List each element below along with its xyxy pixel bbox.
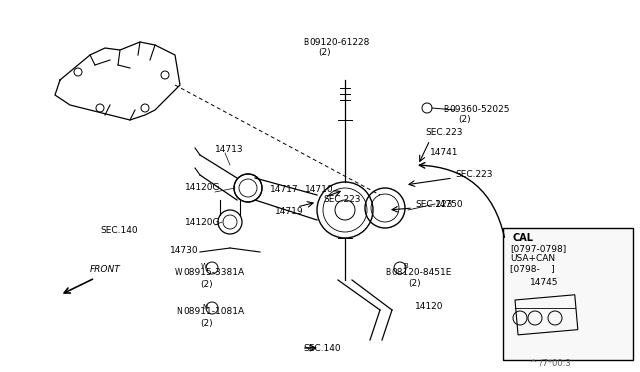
Text: 14120: 14120 — [415, 302, 444, 311]
Text: [0797-0798]: [0797-0798] — [510, 244, 566, 253]
Text: 14719: 14719 — [275, 207, 303, 216]
Text: (2): (2) — [458, 115, 470, 124]
Text: 14120G: 14120G — [185, 218, 221, 227]
Text: SEC.140: SEC.140 — [100, 226, 138, 235]
Text: 14717: 14717 — [270, 185, 299, 194]
Text: (2): (2) — [408, 279, 420, 288]
Text: 08911-1081A: 08911-1081A — [183, 307, 244, 316]
Text: SEC.223: SEC.223 — [455, 170, 493, 179]
Text: ^ /7*00:3: ^ /7*00:3 — [530, 358, 571, 367]
Text: USA+CAN: USA+CAN — [510, 254, 555, 263]
Text: CAL: CAL — [513, 233, 534, 243]
Text: 14713: 14713 — [215, 145, 244, 154]
Text: 09360-52025: 09360-52025 — [449, 105, 509, 114]
Text: B: B — [443, 105, 448, 114]
Text: (2): (2) — [200, 319, 212, 328]
Text: (2): (2) — [200, 280, 212, 289]
Text: B: B — [303, 38, 308, 47]
Text: SEC.140: SEC.140 — [303, 344, 340, 353]
Text: SEC.223: SEC.223 — [415, 200, 452, 209]
Bar — [503, 228, 633, 360]
Text: B: B — [403, 263, 408, 269]
Text: SEC.223: SEC.223 — [323, 195, 360, 204]
Text: N: N — [176, 307, 182, 316]
Text: 14730: 14730 — [170, 246, 198, 255]
Text: 08120-8451E: 08120-8451E — [391, 268, 451, 277]
Text: 14741: 14741 — [430, 148, 458, 157]
Text: W: W — [201, 263, 208, 269]
Text: SEC.223: SEC.223 — [425, 128, 463, 137]
Text: 14710: 14710 — [305, 185, 333, 194]
Text: N: N — [203, 304, 208, 310]
Text: FRONT: FRONT — [90, 265, 121, 274]
Text: B: B — [385, 268, 390, 277]
Text: 09120-61228: 09120-61228 — [309, 38, 369, 47]
Text: 14745: 14745 — [530, 278, 559, 287]
Text: (2): (2) — [318, 48, 331, 57]
Text: 14120G: 14120G — [185, 183, 221, 192]
Text: 08915-3381A: 08915-3381A — [183, 268, 244, 277]
Text: 14750: 14750 — [435, 200, 463, 209]
Text: W: W — [175, 268, 182, 277]
Text: [0798-    ]: [0798- ] — [510, 264, 555, 273]
Bar — [515, 295, 578, 335]
